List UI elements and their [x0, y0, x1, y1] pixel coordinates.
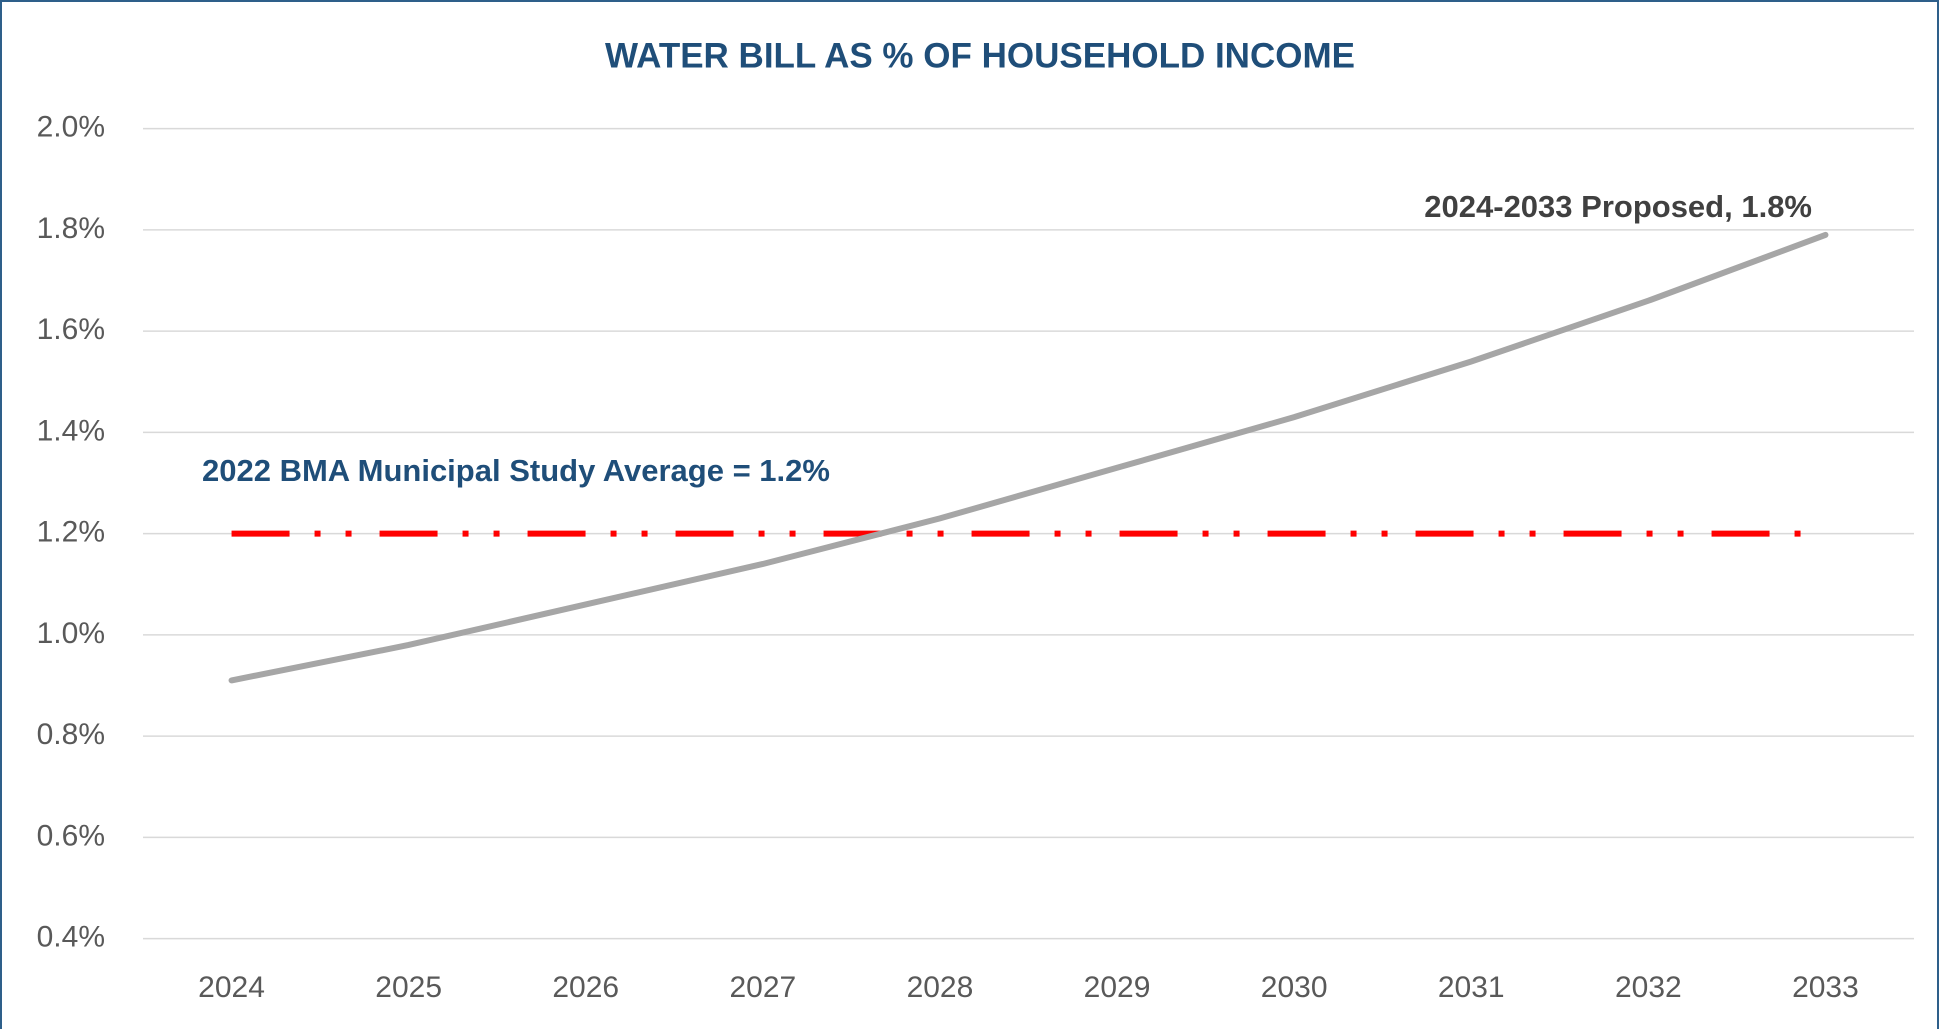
y-tick-label: 1.2% [37, 516, 105, 549]
y-tick-label: 1.6% [37, 313, 105, 346]
x-tick-label: 2030 [1261, 971, 1328, 1004]
x-tick-label: 2033 [1792, 971, 1859, 1004]
x-tick-label: 2026 [552, 971, 619, 1004]
y-tick-label: 0.6% [37, 819, 105, 852]
chart-title: WATER BILL AS % OF HOUSEHOLD INCOME [605, 36, 1355, 75]
series-label: 2022 BMA Municipal Study Average = 1.2% [202, 453, 830, 488]
y-tick-label: 1.0% [37, 617, 105, 650]
x-tick-label: 2025 [375, 971, 442, 1004]
x-tick-label: 2031 [1438, 971, 1505, 1004]
y-tick-label: 0.8% [37, 718, 105, 751]
x-tick-label: 2032 [1615, 971, 1682, 1004]
y-tick-label: 1.4% [37, 414, 105, 447]
series-label: 2024-2033 Proposed, 1.8% [1424, 189, 1812, 224]
x-tick-label: 2027 [729, 971, 796, 1004]
y-tick-label: 0.4% [37, 921, 105, 954]
series-line [228, 231, 1829, 684]
x-tick-label: 2024 [198, 971, 265, 1004]
x-tick-label: 2028 [907, 971, 974, 1004]
x-tick-label: 2029 [1084, 971, 1151, 1004]
y-tick-label: 1.8% [37, 212, 105, 245]
y-tick-label: 2.0% [37, 111, 105, 144]
